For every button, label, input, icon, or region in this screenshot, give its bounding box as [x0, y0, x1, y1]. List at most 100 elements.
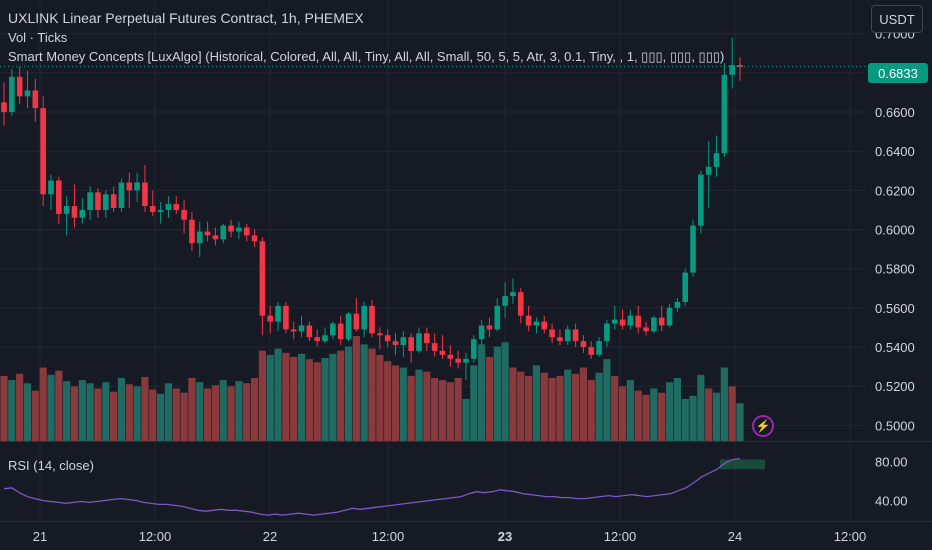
- candle-body: [353, 313, 360, 330]
- volume-bar: [532, 365, 541, 441]
- volume-bar: [595, 372, 603, 441]
- volume-bar: [611, 375, 619, 441]
- candle-body: [330, 323, 336, 336]
- volume-bar: [438, 380, 447, 441]
- volume-bar: [556, 375, 564, 441]
- candle-body: [212, 235, 219, 240]
- volume-bar: [673, 378, 681, 441]
- candle-body: [377, 333, 383, 336]
- volume-bar: [274, 348, 282, 441]
- candle-body: [541, 321, 548, 330]
- candle-body: [306, 325, 313, 338]
- candle-body: [283, 305, 289, 330]
- price-tick-label: 0.5200: [875, 379, 915, 394]
- volume-bar: [548, 378, 556, 441]
- volume-bar: [681, 399, 689, 441]
- volume-bar: [517, 371, 525, 441]
- volume-bar: [618, 386, 627, 441]
- current-price-label: 0.6833: [868, 63, 928, 83]
- volume-bar: [157, 393, 165, 441]
- volume-bar: [47, 374, 55, 441]
- lightning-icon[interactable]: ⚡: [752, 415, 774, 437]
- candle-body: [24, 90, 31, 97]
- volume-bar: [102, 382, 110, 441]
- price-tick-label: 0.6200: [875, 183, 915, 198]
- candle-body: [298, 325, 305, 332]
- volume-bar: [650, 388, 658, 441]
- volume-bar: [399, 367, 407, 441]
- volume-bar: [697, 374, 705, 441]
- candle-body: [236, 227, 242, 232]
- candle-body: [63, 206, 70, 214]
- candle-body: [494, 305, 501, 330]
- rsi-legend: RSI (14, close): [8, 458, 94, 473]
- volume-bar: [728, 386, 736, 441]
- candle-body: [557, 337, 563, 342]
- candle-body: [157, 209, 164, 212]
- candle-body: [16, 76, 23, 97]
- candle-body: [471, 339, 477, 359]
- candle-body: [455, 358, 461, 363]
- candle-body: [627, 315, 634, 326]
- candle-body: [361, 305, 367, 330]
- price-tick-label: 0.6600: [875, 105, 915, 120]
- price-tick-label: 0.5600: [875, 301, 915, 316]
- candle-body: [690, 225, 696, 273]
- volume-bars: [0, 336, 744, 441]
- volume-bar: [8, 380, 16, 441]
- currency-button[interactable]: USDT: [871, 5, 923, 33]
- candle-body: [525, 315, 532, 326]
- volume-bar: [125, 384, 133, 441]
- time-tick-label: 21: [33, 529, 47, 544]
- candle-body: [196, 231, 203, 244]
- candle-body: [502, 296, 508, 306]
- candle-body: [651, 317, 657, 332]
- volume-bar: [712, 392, 721, 441]
- candle-body: [384, 335, 391, 342]
- candle-body: [721, 74, 728, 154]
- axes: 0.70000.68000.66000.64000.62000.60000.58…: [33, 27, 915, 544]
- candle-body: [134, 182, 140, 191]
- volume-bar: [423, 371, 431, 441]
- volume-bar: [258, 350, 266, 441]
- volume-bar: [525, 375, 533, 441]
- volume-bar: [431, 378, 439, 441]
- volume-bar: [665, 382, 674, 441]
- candle-body: [611, 319, 618, 324]
- volume-bar: [219, 380, 227, 441]
- volume-bar: [172, 388, 180, 441]
- candle-body: [408, 337, 414, 351]
- volume-bar: [689, 395, 697, 441]
- volume-bar: [70, 386, 79, 441]
- candle-body: [588, 347, 595, 355]
- candle-body: [596, 341, 602, 355]
- volume-bar: [626, 380, 634, 441]
- candle-body: [243, 227, 250, 236]
- indicator-legend: Smart Money Concepts [LuxAlgo] (Historic…: [8, 49, 725, 64]
- candle-body: [604, 323, 610, 342]
- price-tick-label: 0.5000: [875, 418, 915, 433]
- volume-bar: [337, 350, 345, 441]
- candle-body: [48, 180, 54, 195]
- time-tick-label: 12:00: [604, 529, 637, 544]
- volume-bar: [164, 383, 173, 441]
- candle-body: [674, 301, 681, 308]
- chart-title: UXLINK Linear Perpetual Futures Contract…: [8, 10, 364, 26]
- candle-body: [173, 204, 180, 210]
- candle-body: [337, 323, 344, 340]
- candle-body: [705, 166, 712, 175]
- candle-body: [658, 317, 665, 326]
- candle-body: [322, 335, 328, 342]
- volume-bar: [705, 388, 713, 441]
- candle-body: [478, 325, 485, 340]
- volume-bar: [196, 382, 204, 441]
- volume-bar: [149, 389, 157, 441]
- candle-body: [149, 206, 156, 212]
- rsi-line: [3, 457, 741, 516]
- volume-bar: [571, 373, 580, 441]
- candle-body: [220, 225, 227, 240]
- candle-body: [110, 194, 117, 208]
- volume-bar: [133, 386, 141, 441]
- volume-bar: [23, 383, 32, 441]
